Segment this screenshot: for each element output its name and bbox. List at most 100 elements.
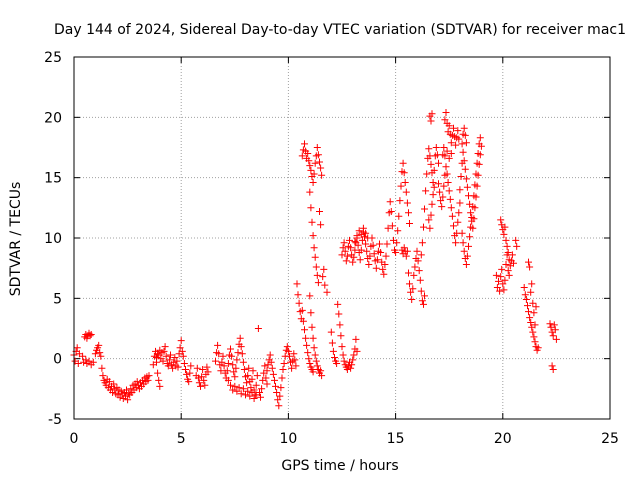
- data-point: [303, 341, 311, 349]
- data-point: [269, 370, 277, 378]
- data-point: [351, 238, 359, 246]
- data-point: [445, 154, 453, 162]
- data-point: [410, 271, 418, 279]
- data-point: [448, 212, 456, 220]
- data-point: [214, 341, 222, 349]
- data-point: [411, 263, 419, 271]
- data-point: [465, 242, 472, 250]
- data-point: [339, 244, 347, 252]
- data-point: [237, 390, 245, 398]
- data-point: [415, 267, 423, 275]
- data-point: [292, 362, 300, 370]
- data-point: [466, 233, 474, 241]
- data-point: [91, 350, 99, 358]
- data-point: [549, 366, 557, 373]
- data-point: [467, 209, 475, 217]
- data-point: [442, 163, 450, 171]
- data-point: [473, 159, 481, 167]
- data-point: [549, 332, 557, 340]
- data-point: [261, 362, 269, 370]
- data-point: [352, 335, 360, 343]
- data-point: [504, 249, 512, 256]
- data-point: [218, 358, 226, 366]
- data-point: [174, 363, 182, 371]
- data-point: [447, 150, 455, 157]
- data-point: [420, 300, 427, 308]
- data-point: [526, 263, 534, 271]
- data-point: [462, 139, 470, 147]
- data-point: [418, 239, 426, 247]
- y-tick-label: 20: [44, 110, 62, 126]
- data-point: [338, 251, 346, 259]
- data-point: [445, 122, 453, 130]
- data-point: [496, 287, 504, 295]
- data-point: [432, 144, 440, 151]
- data-point: [283, 343, 291, 351]
- data-point: [413, 247, 421, 255]
- data-point: [394, 227, 402, 235]
- data-point: [437, 197, 445, 205]
- data-point: [200, 376, 208, 384]
- data-point: [362, 229, 370, 237]
- data-point: [407, 288, 415, 296]
- grid-lines: [74, 57, 610, 419]
- data-point: [341, 247, 349, 255]
- data-point: [144, 376, 152, 384]
- data-point: [340, 239, 348, 247]
- data-point: [319, 273, 327, 281]
- data-point: [309, 179, 317, 186]
- data-point: [125, 390, 133, 398]
- data-point: [156, 382, 164, 390]
- data-point: [228, 352, 236, 360]
- data-point: [268, 364, 276, 372]
- data-point: [305, 157, 313, 165]
- data-point: [443, 147, 451, 155]
- data-point: [284, 347, 292, 355]
- data-point: [320, 265, 328, 273]
- data-point: [376, 240, 383, 248]
- data-point: [199, 366, 207, 373]
- data-point: [249, 367, 257, 375]
- data-point: [527, 288, 535, 296]
- data-point: [245, 364, 253, 372]
- data-point: [363, 247, 371, 255]
- data-point: [204, 368, 212, 376]
- data-point: [238, 350, 246, 358]
- data-point: [531, 321, 539, 329]
- data-point: [173, 357, 181, 365]
- data-point: [439, 193, 447, 201]
- data-point: [521, 291, 529, 299]
- data-point: [123, 386, 130, 394]
- data-point: [233, 356, 241, 364]
- data-point: [239, 385, 247, 393]
- data-point: [510, 259, 517, 267]
- data-point: [531, 338, 539, 346]
- data-point: [89, 358, 97, 366]
- data-point: [548, 362, 556, 370]
- data-point: [145, 372, 153, 380]
- data-point: [239, 358, 247, 366]
- data-point: [298, 306, 306, 314]
- data-point: [403, 199, 411, 207]
- data-point: [307, 309, 315, 317]
- data-point: [497, 216, 505, 224]
- data-point: [310, 244, 318, 252]
- data-point: [461, 165, 469, 173]
- data-point: [406, 220, 413, 227]
- data-point: [327, 328, 335, 336]
- data-point: [124, 396, 132, 404]
- data-point: [313, 362, 321, 370]
- data-point: [74, 360, 82, 367]
- data-point: [500, 230, 508, 238]
- data-point: [254, 325, 262, 332]
- data-point: [402, 252, 410, 260]
- data-point: [460, 157, 468, 165]
- data-point: [266, 351, 274, 359]
- data-point: [229, 386, 237, 394]
- data-point: [308, 323, 316, 331]
- data-point: [463, 252, 471, 260]
- data-point: [278, 374, 286, 382]
- data-point: [369, 241, 377, 249]
- data-point: [534, 344, 542, 352]
